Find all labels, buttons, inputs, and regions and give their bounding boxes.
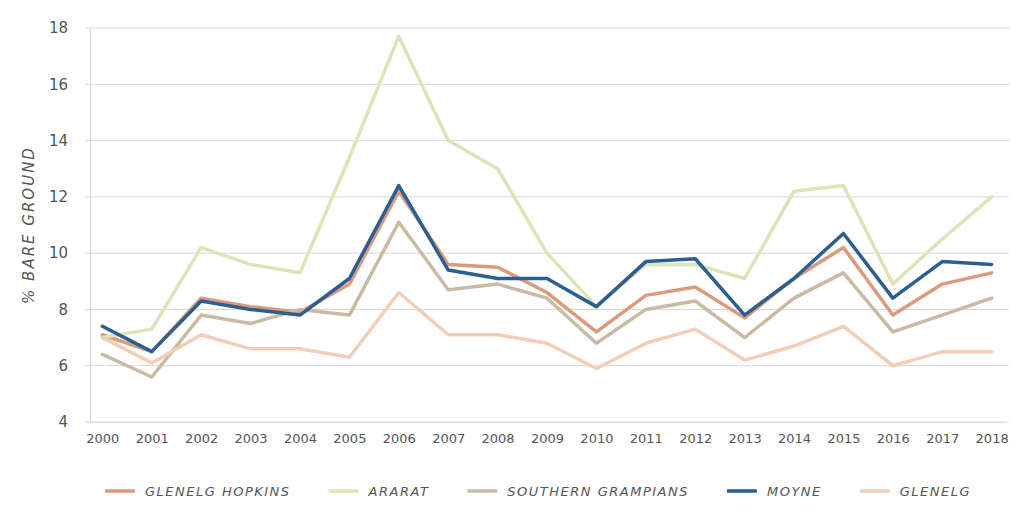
x-tick: 2016 [877, 422, 910, 446]
legend: GLENELG HOPKINS ARARAT SOUTHERN GRAMPIANS M… [105, 484, 971, 499]
x-axis-line [91, 422, 1005, 423]
x-tick: 2015 [827, 422, 860, 446]
x-tick: 2018 [976, 422, 1009, 446]
x-tick: 2009 [531, 422, 564, 446]
legend-swatch [860, 489, 890, 493]
grid-line [85, 140, 1009, 141]
y-axis: 4 6 8 10 12 14 16 18 [49, 19, 91, 431]
legend-item: MOYNE [727, 484, 822, 499]
series-line [102, 293, 991, 369]
legend-swatch [727, 489, 757, 493]
y-tick-label: 16 [49, 76, 68, 94]
x-tick: 2013 [729, 422, 762, 446]
x-tick: 2008 [482, 422, 515, 446]
y-tick-label: 10 [49, 244, 68, 262]
x-tick: 2007 [432, 422, 465, 446]
y-tick: 18 [49, 19, 90, 37]
y-axis-line [90, 29, 91, 423]
grid-line [85, 365, 1009, 366]
legend-item: SOUTHERN GRAMPIANS [467, 484, 689, 499]
x-tick: 2014 [778, 422, 811, 446]
x-tick-label: 2000 [86, 431, 119, 446]
x-tick: 2000 [86, 422, 119, 446]
y-tick: 14 [49, 132, 90, 150]
legend-item: GLENELG [860, 484, 971, 499]
grid [85, 28, 1009, 422]
lines [102, 36, 991, 377]
x-tick-label: 2010 [580, 431, 613, 446]
x-tick-label: 2009 [531, 431, 564, 446]
x-tick-label: 2016 [877, 431, 910, 446]
x-axis: 2000 2001 2002 2003 2004 2005 2006 2007 2008 2009… [86, 422, 1008, 446]
grid-line [85, 309, 1009, 310]
x-tick-label: 2003 [235, 431, 268, 446]
x-tick-label: 2001 [136, 431, 169, 446]
plot: 4681012141618200020012002200320042005200… [49, 19, 1009, 446]
x-tick-label: 2014 [778, 431, 811, 446]
grid-line [85, 196, 1009, 197]
y-tick-label: 14 [49, 132, 68, 150]
x-tick: 2012 [679, 422, 712, 446]
x-tick: 2005 [333, 422, 366, 446]
x-tick-label: 2018 [976, 431, 1009, 446]
legend-label: ARARAT [368, 484, 430, 499]
legend-item: ARARAT [329, 484, 430, 499]
x-tick-label: 2013 [729, 431, 762, 446]
series-line [102, 186, 991, 352]
legend-label: SOUTHERN GRAMPIANS [507, 484, 689, 499]
x-tick: 2010 [580, 422, 613, 446]
y-tick: 12 [49, 188, 90, 206]
y-tick: 8 [58, 301, 90, 319]
x-tick: 2006 [383, 422, 416, 446]
x-tick: 2003 [235, 422, 268, 446]
y-tick: 6 [58, 357, 90, 375]
y-axis-title: % BARE GROUND [20, 146, 38, 304]
x-tick: 2017 [926, 422, 959, 446]
x-tick-label: 2002 [185, 431, 218, 446]
y-tick: 10 [49, 244, 90, 262]
legend-item: GLENELG HOPKINS [105, 484, 291, 499]
grid-line [85, 84, 1009, 85]
x-tick-label: 2006 [383, 431, 416, 446]
x-tick-label: 2012 [679, 431, 712, 446]
legend-swatch [105, 489, 135, 493]
y-tick: 16 [49, 76, 90, 94]
x-tick-label: 2005 [333, 431, 366, 446]
series-line [102, 222, 991, 377]
legend-label: GLENELG [900, 484, 971, 499]
grid-line [85, 422, 1009, 423]
y-tick-label: 4 [58, 413, 68, 431]
x-tick: 2001 [136, 422, 169, 446]
x-tick-label: 2008 [482, 431, 515, 446]
y-tick-label: 18 [49, 19, 68, 37]
x-tick: 2011 [630, 422, 663, 446]
y-tick-label: 6 [58, 357, 68, 375]
legend-swatch [467, 489, 497, 493]
x-tick-label: 2004 [284, 431, 317, 446]
legend-swatch [329, 489, 359, 493]
x-tick: 2002 [185, 422, 218, 446]
y-tick-label: 8 [58, 301, 68, 319]
grid-line [85, 28, 1009, 29]
legend-label: MOYNE [767, 484, 822, 499]
chart: 4681012141618200020012002200320042005200… [0, 0, 1024, 521]
x-tick-label: 2011 [630, 431, 663, 446]
legend-label: GLENELG HOPKINS [145, 484, 291, 499]
x-tick-label: 2007 [432, 431, 465, 446]
y-tick-label: 12 [49, 188, 68, 206]
x-tick-label: 2017 [926, 431, 959, 446]
y-tick: 4 [58, 413, 90, 431]
x-tick-label: 2015 [827, 431, 860, 446]
x-tick: 2004 [284, 422, 317, 446]
